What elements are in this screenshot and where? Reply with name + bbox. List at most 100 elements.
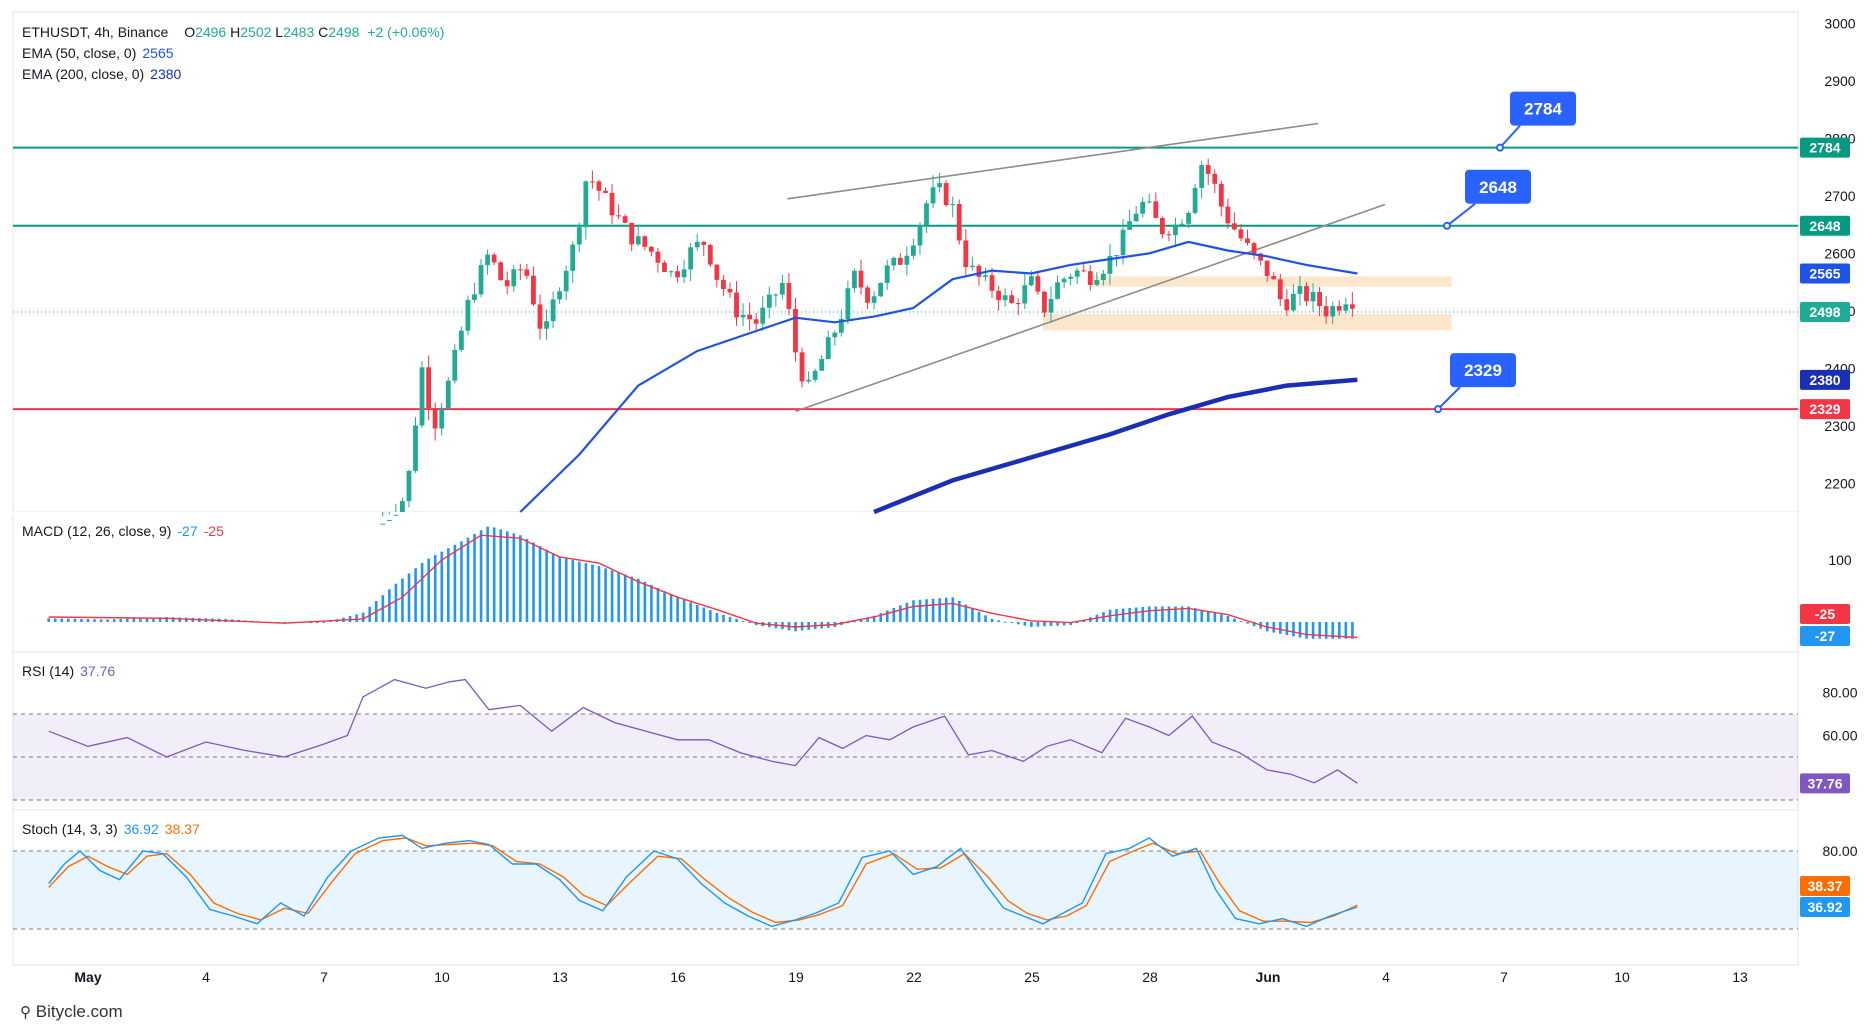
rsi-legend[interactable]: RSI (14) 37.76 [22,662,115,681]
macd-bar [538,546,542,622]
candle-body [1199,165,1205,188]
candle-body [812,370,818,380]
macd-signal-line [48,534,1358,639]
macd-bar [368,606,372,622]
ema200-value: 2380 [150,66,182,82]
macd-bar [1043,622,1046,627]
macd-bar [1285,622,1289,636]
macd-bar [735,618,738,622]
macd-bar [1226,615,1230,622]
callout-pointer-2784 [1499,124,1521,149]
macd-bar [578,561,581,622]
candle-body [956,204,962,241]
macd-bar [853,621,856,623]
ema50-legend[interactable]: EMA (50, close, 0) 2565 [22,44,174,63]
change-value: +2 (+0.06%) [367,24,445,40]
candle-body [884,265,890,283]
candle-body [707,244,713,265]
callout-label-2648: 2648 [1479,178,1517,197]
symbol-name: ETHUSDT, 4h, Binance [22,24,169,40]
macd-signal-tag: -25 [1815,606,1835,622]
macd-bar [1134,607,1138,622]
candle-body [1146,201,1152,203]
macd-bar [912,600,915,622]
price-tag-2380-bg [1800,369,1850,390]
callout-box-2329 [1450,353,1516,388]
candle-body [1035,276,1041,292]
rsi-value-tag-bg [1800,773,1850,794]
candle-body [1212,173,1218,184]
macd-bar [394,583,398,622]
macd-bar [637,578,640,622]
macd-bar [73,618,77,622]
price-tag-2498: 2498 [1809,304,1840,320]
candle-body [1081,270,1087,272]
candle-body [603,190,608,193]
time-tick: 19 [788,969,804,985]
macd-bar [1030,622,1033,627]
stoch-k-tag-bg [1800,897,1850,917]
stoch-k-tag: 36.92 [1807,899,1842,915]
price-tag-2565: 2565 [1809,265,1840,281]
ohlc-high-key: H [230,24,241,40]
candle-body [1127,221,1132,230]
macd-bar [1016,622,1020,625]
candle-body [1271,275,1277,280]
macd-bar [60,618,64,622]
candle-body [458,330,464,350]
candle-body [779,282,785,295]
candle-body [1330,306,1336,317]
candle-body [668,271,674,273]
ema50-label: EMA (50, close, 0) [22,45,137,61]
macd-bar [420,563,424,622]
macd-bar [1213,612,1217,622]
candle-body [1068,276,1074,279]
candle-body [766,294,772,308]
macd-value-tag-bg [1800,626,1850,646]
macd-bar [604,568,607,622]
candle-body [452,349,458,381]
macd-bar [722,614,725,622]
macd-bar [990,618,994,622]
macd-value: -27 [177,523,198,539]
candle-body [701,241,707,245]
candle-body [1055,282,1060,299]
callout-pointer-2329 [1437,386,1461,410]
stoch-d-line [48,837,1358,924]
ema200-legend[interactable]: EMA (200, close, 0) 2380 [22,65,181,84]
candle-body [386,519,392,521]
macd-bar [322,622,326,623]
macd-bar [1161,606,1164,622]
macd-tick: 100 [1828,552,1852,568]
symbol-legend: ETHUSDT, 4h, Binance O2496 H2502 L2483 C… [22,23,444,42]
macd-bar [440,551,444,622]
time-tick: 22 [906,969,922,985]
macd-bar [86,619,90,622]
candle-body [629,222,635,245]
macd-bar [1220,614,1223,622]
macd-bar [99,619,103,622]
macd-bar [447,548,450,622]
candle-body [871,296,877,303]
macd-bar [656,587,660,622]
time-tick: 25 [1024,969,1040,985]
rsi-tick: 60.00 [1822,728,1857,744]
candle-body [878,282,884,297]
macd-bar [355,614,358,622]
macd-legend[interactable]: MACD (12, 26, close, 9) -27 -25 [22,522,224,541]
macd-bar [1252,622,1256,627]
candle-body [793,308,798,353]
ema50-value: 2565 [142,45,174,61]
macd-bar [1148,606,1151,622]
candle-body [838,319,844,333]
macd-bar [728,616,732,622]
candle-body [1114,255,1119,257]
callout-anchor-2648 [1443,221,1451,230]
stoch-legend[interactable]: Stoch (14, 3, 3) 36.92 38.37 [22,820,200,839]
price-tag-2380: 2380 [1809,372,1840,388]
candle-body [1277,279,1283,300]
macd-bar [1351,622,1354,639]
macd-bar [702,607,706,622]
macd-bar [1167,606,1171,622]
